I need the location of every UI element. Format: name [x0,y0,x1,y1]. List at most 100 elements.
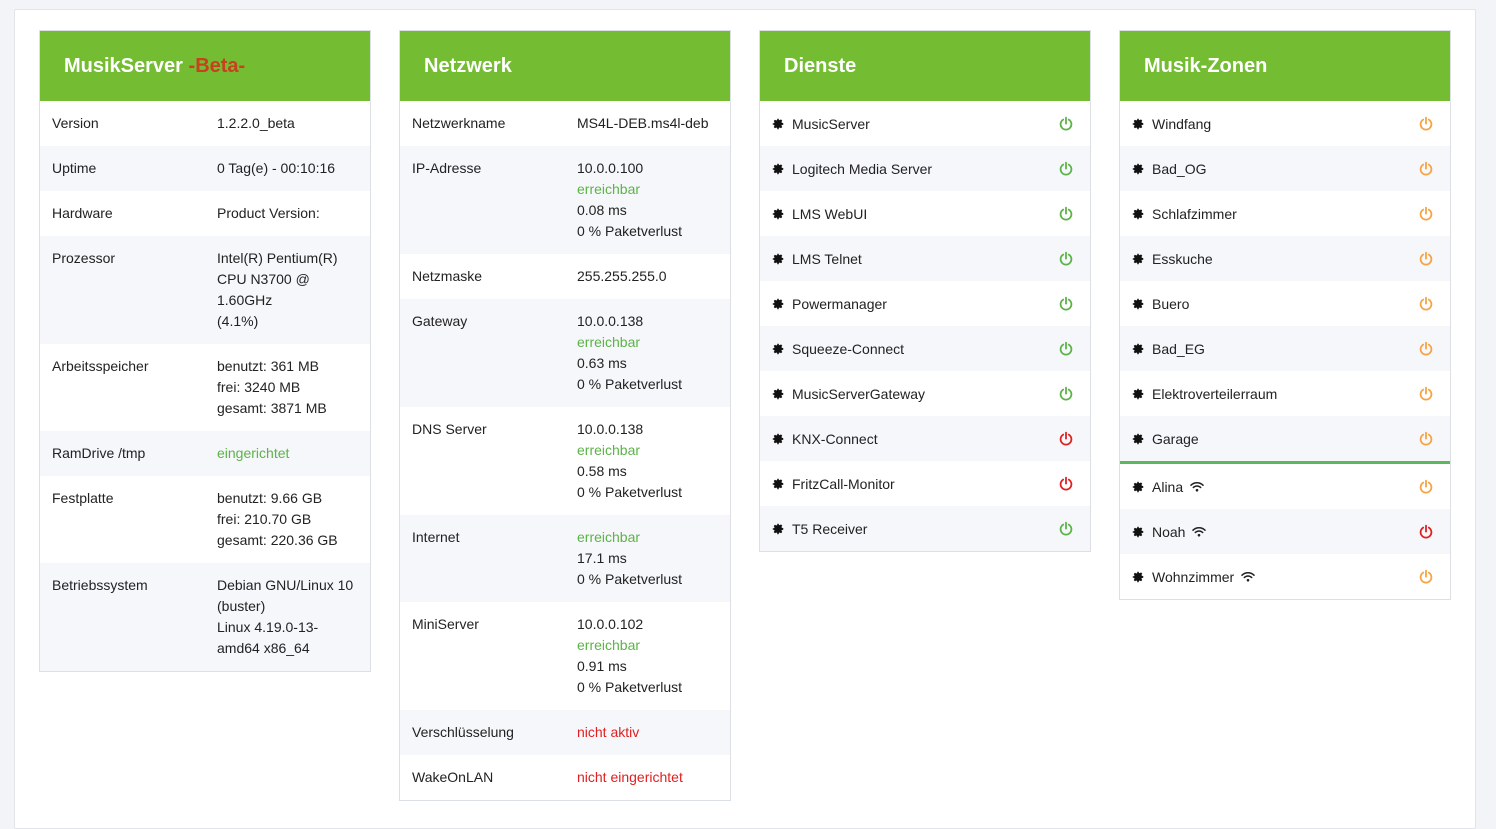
service-name: FritzCall-Monitor [792,475,895,492]
info-value-line: 10.0.0.102 [577,616,644,632]
wifi-icon [1241,571,1255,582]
power-icon[interactable] [1418,251,1434,267]
musikserver-panel: MusikServer -Beta- Version 1.2.2.0_beta Up… [39,30,371,672]
info-value: 10.0.0.100 erreichbar 0.08 ms 0 % Paketverl… [577,158,718,242]
info-row: RamDrive /tmp eingerichtet [40,431,370,476]
gear-icon[interactable] [772,523,784,535]
wifi-icon [1190,481,1204,492]
power-icon[interactable] [1418,161,1434,177]
info-row: Netzwerkname MS4L-DEB.ms4l-deb [400,101,730,146]
gear-icon[interactable] [1132,481,1144,493]
gear-icon[interactable] [772,388,784,400]
power-icon[interactable] [1418,524,1434,540]
info-value-line: (4.1%) [217,313,259,329]
service-name: Powermanager [792,295,887,312]
info-value-line: erreichbar [577,334,641,350]
power-icon[interactable] [1418,341,1434,357]
power-icon[interactable] [1058,386,1074,402]
gear-icon[interactable] [772,433,784,445]
info-row: IP-Adresse 10.0.0.100 erreichbar 0.08 ms 0 %… [400,146,730,254]
power-icon[interactable] [1418,386,1434,402]
gear-icon[interactable] [1132,253,1144,265]
info-value: 255.255.255.0 [577,266,718,287]
gear-icon[interactable] [1132,526,1144,538]
power-icon[interactable] [1418,431,1434,447]
gear-icon[interactable] [1132,343,1144,355]
musik-zonen-title: Musik-Zonen [1144,55,1268,77]
gear-icon[interactable] [1132,208,1144,220]
info-value: benutzt: 361 MB frei: 3240 MB gesamt: 3871… [217,356,358,419]
info-value-line: 10.0.0.100 [577,160,644,176]
info-value-line: gesamt: 220.36 GB [217,532,338,548]
info-value-line: eingerichtet [217,445,290,461]
service-row: KNX-Connect [760,416,1090,461]
info-value-line: gesamt: 3871 MB [217,400,327,416]
power-icon[interactable] [1058,161,1074,177]
power-icon[interactable] [1418,569,1434,585]
info-value-line: erreichbar [577,529,641,545]
gear-icon[interactable] [772,163,784,175]
info-value-line: (buster) [217,598,266,614]
power-icon[interactable] [1058,431,1074,447]
info-row: Internet erreichbar 17.1 ms 0 % Paketverlus… [400,515,730,602]
info-value: 10.0.0.102 erreichbar 0.91 ms 0 % Paketverl… [577,614,718,698]
info-value: eingerichtet [217,443,358,464]
gear-icon[interactable] [772,478,784,490]
power-icon[interactable] [1058,341,1074,357]
info-value-line: 1.60GHz [217,292,273,308]
zone-name: Garage [1152,430,1199,447]
info-value-line: erreichbar [577,442,641,458]
gear-icon[interactable] [1132,388,1144,400]
gear-icon[interactable] [1132,298,1144,310]
info-row: Version 1.2.2.0_beta [40,101,370,146]
power-icon[interactable] [1418,296,1434,312]
power-icon[interactable] [1058,296,1074,312]
info-label: Verschlüsselung [412,724,514,740]
gear-icon[interactable] [1132,163,1144,175]
gear-icon[interactable] [1132,118,1144,130]
netzwerk-panel: Netzwerk Netzwerkname MS4L-DEB.ms4l-deb IP… [399,30,731,801]
dienste-panel: Dienste MusicServer Logitech Media Server… [759,30,1091,552]
info-label: WakeOnLAN [412,769,494,785]
zone-row: Bad_OG [1120,146,1450,191]
info-value-line: 0.91 ms [577,658,627,674]
gear-icon[interactable] [772,118,784,130]
info-value-line: 0.58 ms [577,463,627,479]
wifi-icon [1192,526,1207,537]
power-icon[interactable] [1058,476,1074,492]
power-icon[interactable] [1418,206,1434,222]
service-name: MusicServer [792,115,870,132]
gear-icon[interactable] [1132,571,1144,583]
power-icon[interactable] [1418,479,1434,495]
info-label: Version [52,115,99,131]
power-icon[interactable] [1418,116,1434,132]
info-value: erreichbar 17.1 ms 0 % Paketverlust [577,527,718,590]
zone-row: Esskuche [1120,236,1450,281]
wifi-zone-row: Noah [1120,509,1450,554]
info-row: Gateway 10.0.0.138 erreichbar 0.63 ms 0 % Pa… [400,299,730,407]
power-icon[interactable] [1058,116,1074,132]
info-value-line: erreichbar [577,181,641,197]
gear-icon[interactable] [772,253,784,265]
info-value-line: 0.08 ms [577,202,627,218]
gear-icon[interactable] [772,343,784,355]
service-row: Logitech Media Server [760,146,1090,191]
dienste-list: MusicServer Logitech Media Server LMS WebU… [760,101,1090,551]
info-value-line: 0 % Paketverlust [577,484,683,500]
service-row: MusicServer [760,101,1090,146]
info-value: MS4L-DEB.ms4l-deb [577,113,718,134]
zone-row: Windfang [1120,101,1450,146]
gear-icon[interactable] [772,298,784,310]
service-name: Logitech Media Server [792,160,933,177]
info-value-line: 0 % Paketverlust [577,223,683,239]
info-value-line: 0 Tag(e) - 00:10:16 [217,160,336,176]
gear-icon[interactable] [772,208,784,220]
zone-row: Bad_EG [1120,326,1450,371]
gear-icon[interactable] [1132,433,1144,445]
power-icon[interactable] [1058,521,1074,537]
info-row: Betriebssystem Debian GNU/Linux 10 (buster… [40,563,370,671]
info-value-line: nicht aktiv [577,724,640,740]
power-icon[interactable] [1058,206,1074,222]
info-row: Arbeitsspeicher benutzt: 361 MB frei: 3240… [40,344,370,431]
power-icon[interactable] [1058,251,1074,267]
